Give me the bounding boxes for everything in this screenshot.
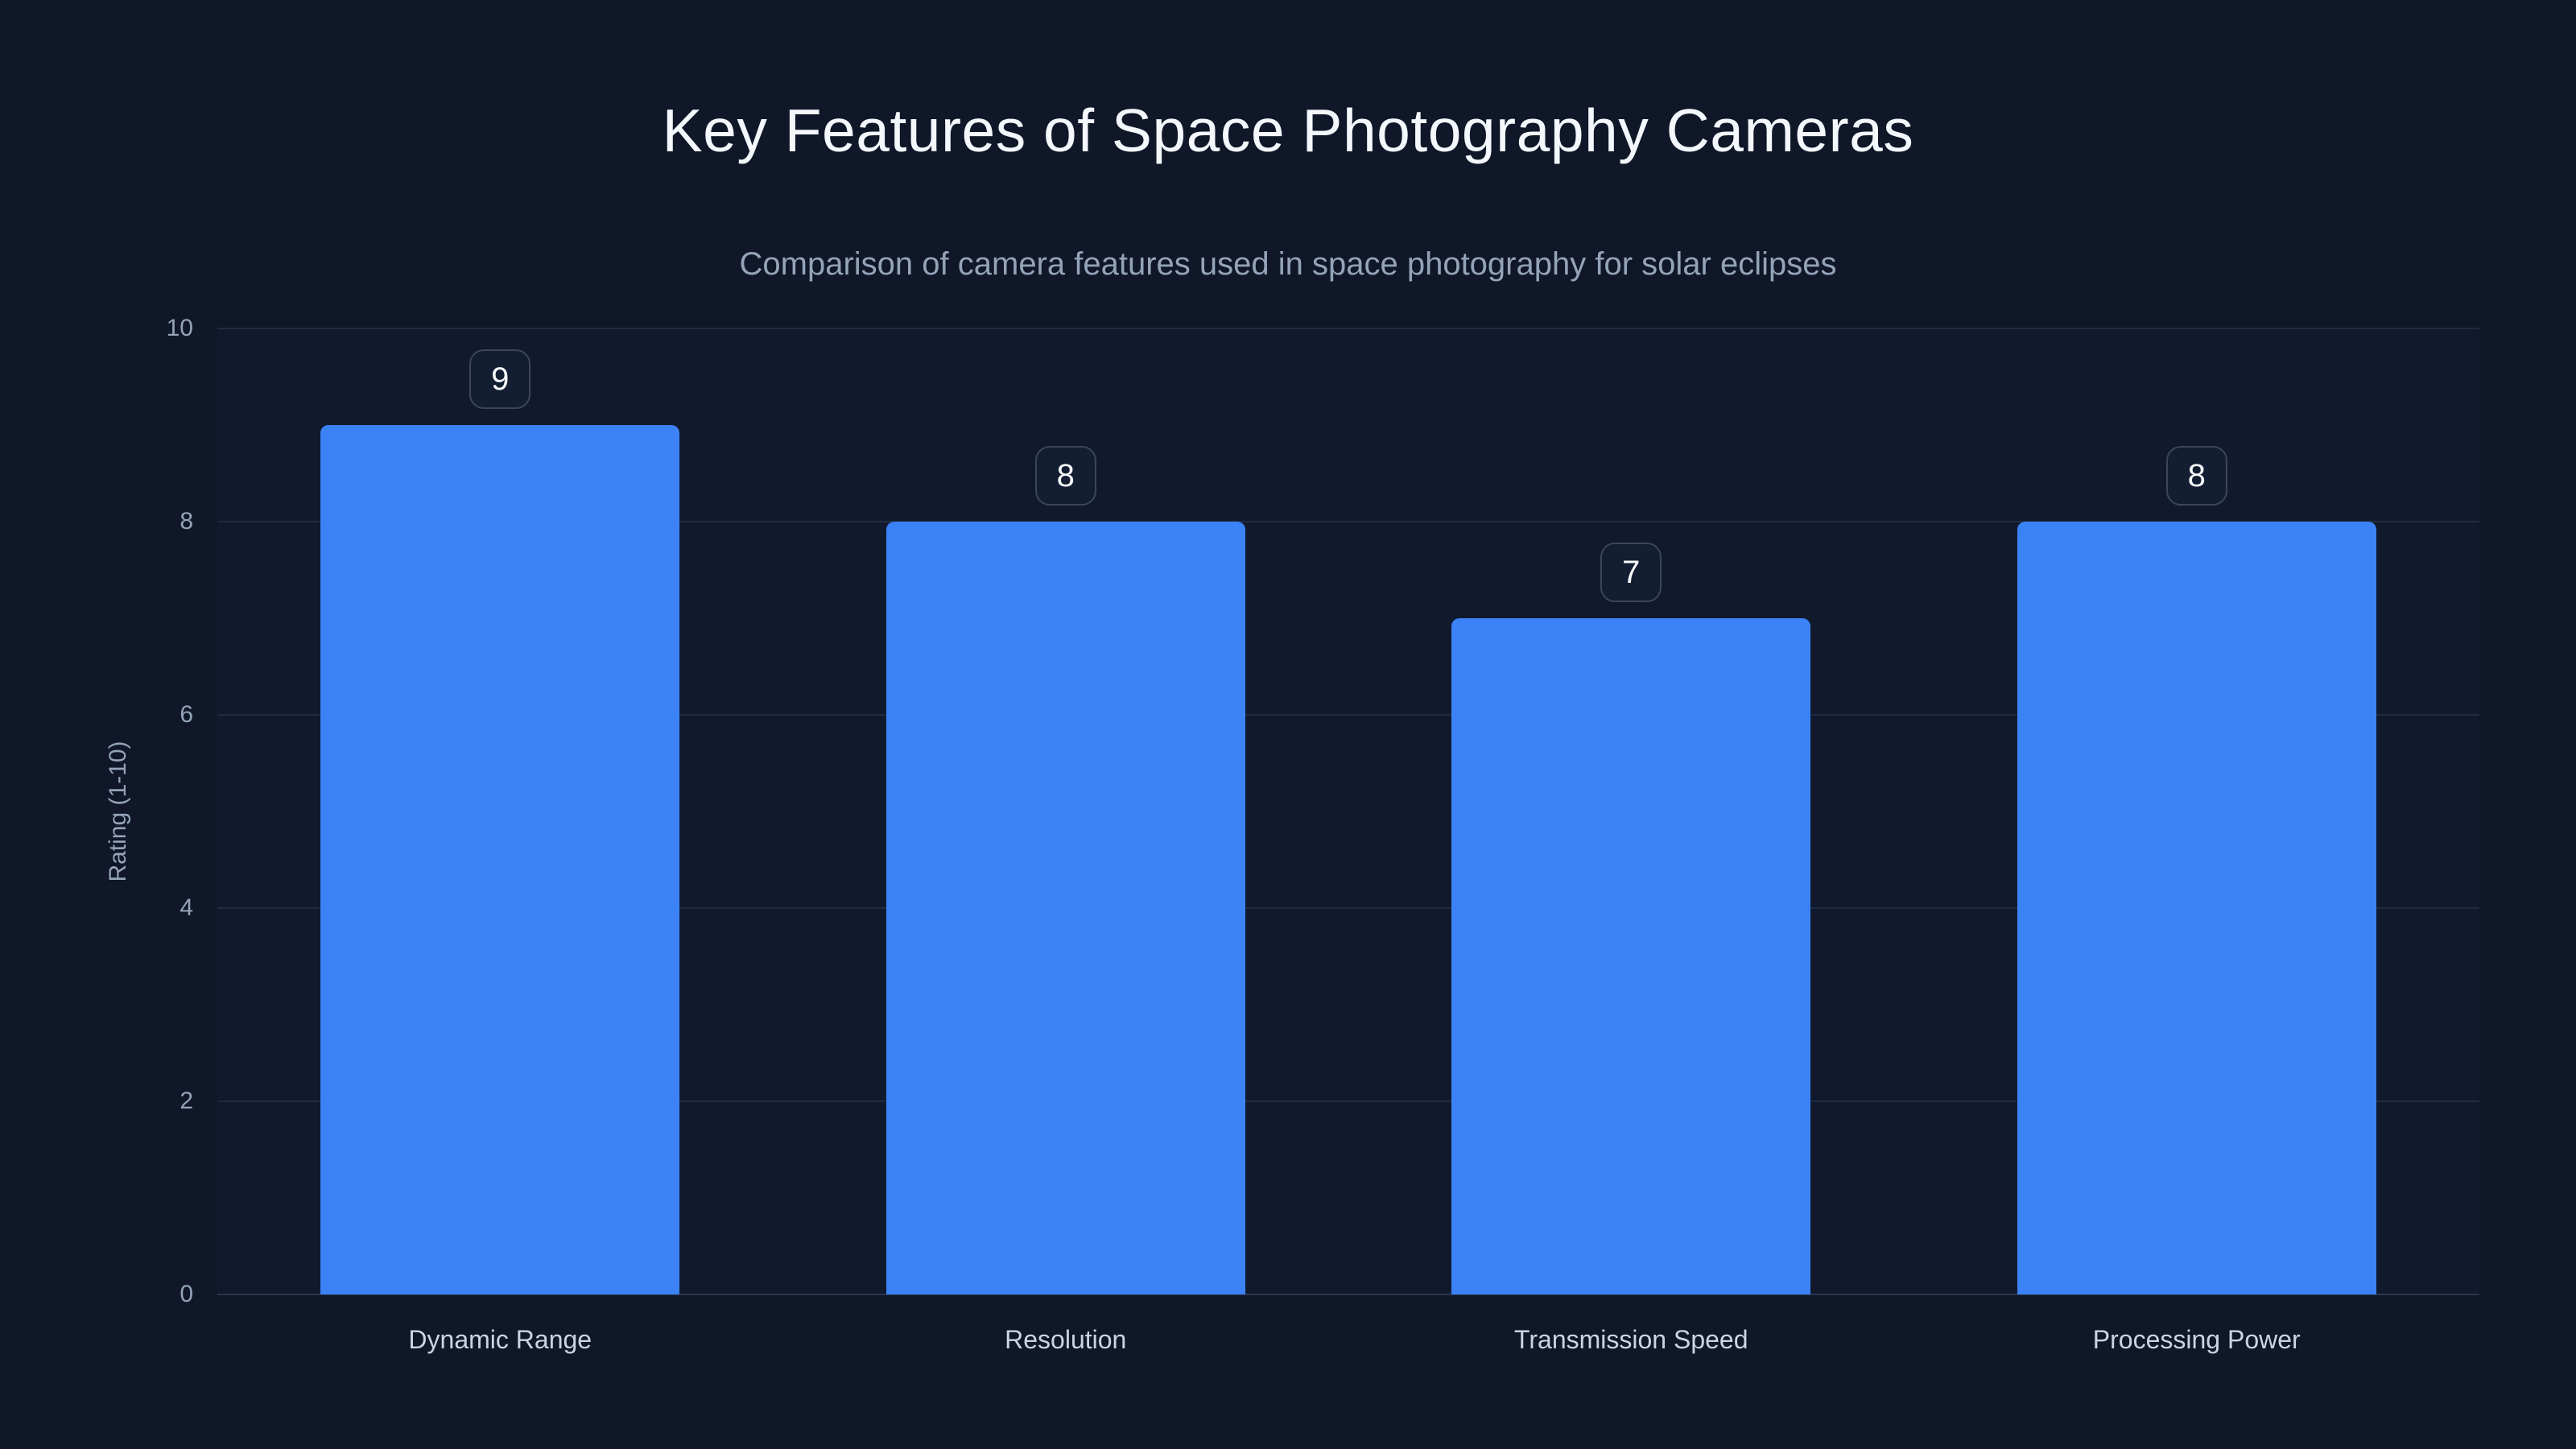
y-axis-tick-label-8: 8 — [180, 508, 193, 535]
x-axis-category-label-resolution: Resolution — [1005, 1325, 1127, 1354]
value-badge-transmission-speed: 7 — [1600, 543, 1662, 602]
y-axis-tick-label-4: 4 — [180, 894, 193, 921]
y-axis-tick-label-0: 0 — [180, 1281, 193, 1307]
value-badge-dynamic-range: 9 — [469, 349, 531, 409]
gridline-4 — [217, 907, 2479, 909]
x-axis-category-label-dynamic-range: Dynamic Range — [408, 1325, 592, 1354]
gridline-6 — [217, 714, 2479, 716]
bar-dynamic-range[interactable] — [320, 425, 680, 1294]
gridline-0 — [217, 1294, 2479, 1295]
y-axis-tick-label-10: 10 — [166, 315, 193, 341]
gridline-10 — [217, 328, 2479, 329]
bar-transmission-speed[interactable] — [1451, 618, 1811, 1294]
value-badge-resolution: 8 — [1034, 446, 1096, 506]
x-axis-category-label-transmission-speed: Transmission Speed — [1514, 1325, 1748, 1354]
value-badge-processing-power: 8 — [2165, 446, 2227, 506]
bar-processing-power[interactable] — [2017, 522, 2376, 1294]
bar-resolution[interactable] — [886, 522, 1245, 1294]
chart-subtitle: Comparison of camera features used in sp… — [739, 246, 1837, 282]
y-axis-tick-label-2: 2 — [180, 1088, 193, 1114]
y-axis-title-text: Rating (1-10) — [105, 741, 131, 882]
gridline-8 — [217, 521, 2479, 522]
chart-title: Key Features of Space Photography Camera… — [662, 97, 1914, 164]
y-axis-tick-label-6: 6 — [180, 701, 193, 728]
x-axis-category-label-processing-power: Processing Power — [2092, 1325, 2301, 1354]
gridline-2 — [217, 1100, 2479, 1102]
